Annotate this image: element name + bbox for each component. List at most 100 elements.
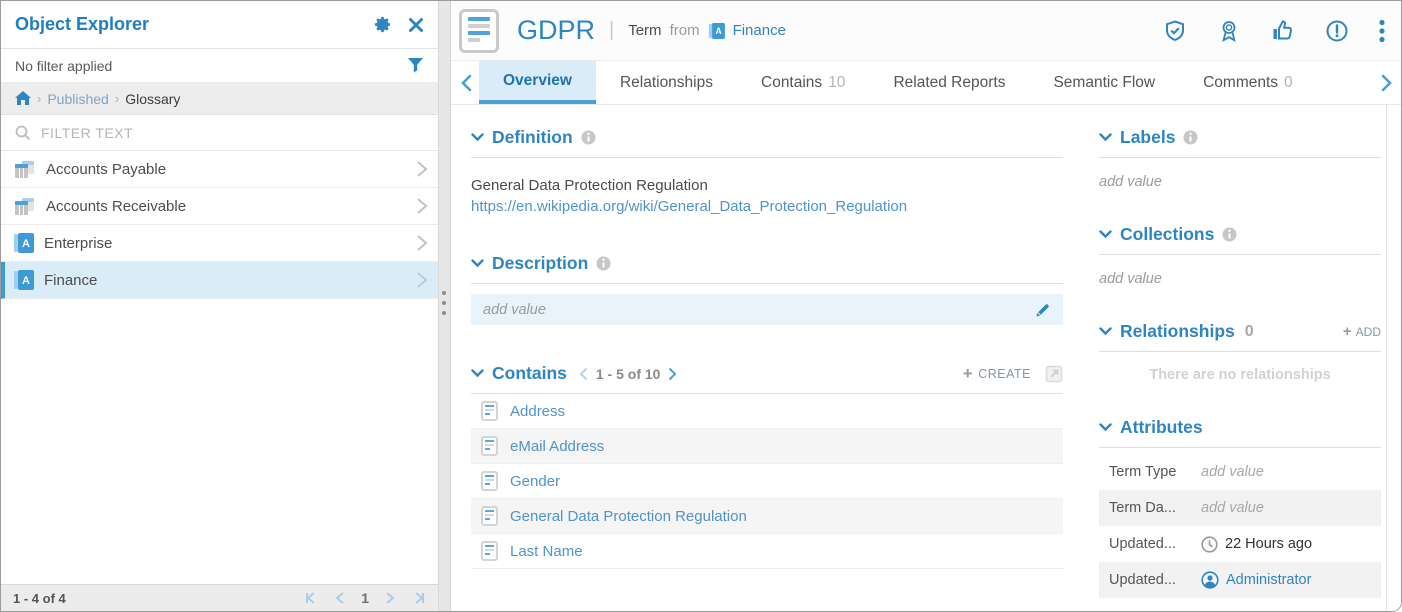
chevron-right-icon[interactable] xyxy=(416,161,428,177)
tab-comments[interactable]: Comments 0 xyxy=(1203,73,1293,91)
shield-check-icon[interactable] xyxy=(1163,19,1187,43)
collapse-chevron-icon[interactable] xyxy=(1099,133,1112,142)
contains-item-gdpr[interactable]: General Data Protection Regulation xyxy=(471,499,1063,534)
contains-list: Address eMail Address Gender Genera xyxy=(471,394,1063,569)
breadcrumb-glossary: Glossary xyxy=(125,90,181,107)
asset-title: GDPR xyxy=(517,15,596,45)
edit-pencil-icon[interactable] xyxy=(1035,302,1051,318)
contains-next-icon[interactable] xyxy=(668,367,677,381)
tab-overview[interactable]: Overview xyxy=(479,61,596,104)
collapse-chevron-icon[interactable] xyxy=(1099,327,1112,336)
tab-count: 0 xyxy=(1284,73,1293,91)
source-glossary-link[interactable]: Finance xyxy=(732,22,786,39)
open-in-new-icon[interactable] xyxy=(1045,365,1063,383)
term-document-icon xyxy=(459,8,499,53)
filter-status-row: No filter applied xyxy=(1,49,438,83)
sidebar-item-enterprise[interactable]: A Enterprise xyxy=(1,225,438,262)
relationships-section: Relationships 0 + ADD There are no relat… xyxy=(1099,321,1381,383)
first-page-icon[interactable] xyxy=(304,591,318,605)
panel-resize-handle[interactable] xyxy=(439,1,451,611)
tabs-scroll-left-icon[interactable] xyxy=(453,64,479,102)
collapse-chevron-icon[interactable] xyxy=(1099,230,1112,239)
current-page: 1 xyxy=(361,590,369,606)
attr-add-value[interactable]: add value xyxy=(1201,500,1264,516)
contains-item-gender[interactable]: Gender xyxy=(471,464,1063,499)
overview-content: Definition General Data Protection Regul… xyxy=(451,105,1401,611)
collapse-chevron-icon[interactable] xyxy=(471,133,484,142)
info-icon[interactable] xyxy=(581,130,596,145)
filter-status-text: No filter applied xyxy=(15,57,113,74)
create-button[interactable]: + CREATE xyxy=(962,363,1031,383)
term-document-icon xyxy=(481,541,498,561)
definition-text: General Data Protection Regulation xyxy=(471,177,708,194)
section-title: Labels xyxy=(1120,127,1176,147)
collapse-chevron-icon[interactable] xyxy=(471,369,484,378)
settings-gear-icon[interactable] xyxy=(373,15,392,34)
term-document-icon xyxy=(481,401,498,421)
asset-type-label: Term xyxy=(628,22,662,39)
breadcrumb: › Published › Glossary xyxy=(1,83,438,115)
tab-contains[interactable]: Contains 10 xyxy=(761,73,846,91)
filter-funnel-icon[interactable] xyxy=(407,57,424,74)
contains-item-email-address[interactable]: eMail Address xyxy=(471,429,1063,464)
section-title: Collections xyxy=(1120,224,1215,244)
breadcrumb-separator: › xyxy=(114,91,120,106)
home-icon[interactable] xyxy=(15,91,31,106)
award-ribbon-icon[interactable] xyxy=(1217,19,1241,43)
scrollbar-track[interactable] xyxy=(1386,105,1387,611)
thumbs-up-icon[interactable] xyxy=(1271,19,1295,43)
section-title: Description xyxy=(492,253,589,273)
definition-link[interactable]: https://en.wikipedia.org/wiki/General_Da… xyxy=(471,198,908,215)
svg-text:A: A xyxy=(715,26,722,36)
chevron-right-icon[interactable] xyxy=(416,235,428,251)
plus-icon: + xyxy=(962,363,974,383)
breadcrumb-published[interactable]: Published xyxy=(47,90,109,107)
tab-relationships[interactable]: Relationships xyxy=(619,73,713,91)
attribute-row-updated-by: Updated... Administrator xyxy=(1099,562,1381,598)
collapse-chevron-icon[interactable] xyxy=(1099,423,1112,432)
add-relationship-button[interactable]: + ADD xyxy=(1342,323,1381,340)
object-explorer-panel: Object Explorer No filter applied › Publ… xyxy=(1,1,439,611)
alert-circle-icon[interactable] xyxy=(1325,19,1349,43)
chevron-right-icon[interactable] xyxy=(416,198,428,214)
attr-add-value[interactable]: add value xyxy=(1201,464,1264,480)
sidebar-item-finance[interactable]: A Finance xyxy=(1,262,438,299)
svg-text:A: A xyxy=(22,275,30,287)
term-document-icon xyxy=(481,471,498,491)
sidebar-item-label: Enterprise xyxy=(44,234,113,252)
filter-text-input[interactable] xyxy=(41,124,424,141)
contains-item-last-name[interactable]: Last Name xyxy=(471,534,1063,569)
add-value-placeholder: add value xyxy=(483,301,546,318)
tabs-scroll-right-icon[interactable] xyxy=(1373,64,1399,102)
administrator-link[interactable]: Administrator xyxy=(1201,571,1311,589)
contains-prev-icon[interactable] xyxy=(579,367,588,381)
sidebar-item-accounts-payable[interactable]: Accounts Payable xyxy=(1,151,438,188)
catalog-table-icon xyxy=(13,197,36,216)
collapse-chevron-icon[interactable] xyxy=(471,259,484,268)
info-icon[interactable] xyxy=(1183,130,1198,145)
attributes-section: Attributes Term Type add value Term Da..… xyxy=(1099,417,1381,598)
chevron-right-icon[interactable] xyxy=(416,272,428,288)
collections-add-value[interactable]: add value xyxy=(1099,271,1162,287)
tab-related-reports[interactable]: Related Reports xyxy=(893,73,1006,91)
last-page-icon[interactable] xyxy=(412,591,426,605)
contains-item-address[interactable]: Address xyxy=(471,394,1063,429)
prev-page-icon[interactable] xyxy=(334,591,345,605)
info-icon[interactable] xyxy=(1222,227,1237,242)
clock-icon xyxy=(1201,535,1218,553)
glossary-list: Accounts Payable Accounts Receivable A E… xyxy=(1,151,438,584)
collections-section: Collections add value xyxy=(1099,224,1381,287)
description-add-value-field[interactable]: add value xyxy=(471,294,1063,325)
sidebar-item-accounts-receivable[interactable]: Accounts Receivable xyxy=(1,188,438,225)
next-page-icon[interactable] xyxy=(385,591,396,605)
section-title: Attributes xyxy=(1120,417,1203,437)
info-icon[interactable] xyxy=(596,256,611,271)
labels-add-value[interactable]: add value xyxy=(1099,174,1162,190)
sidebar-pagination: 1 - 4 of 4 1 xyxy=(1,584,438,611)
kebab-menu-icon[interactable] xyxy=(1379,19,1385,43)
tab-semantic-flow[interactable]: Semantic Flow xyxy=(1053,73,1156,91)
labels-section: Labels add value xyxy=(1099,127,1381,190)
close-panel-icon[interactable] xyxy=(408,17,424,33)
tab-count: 10 xyxy=(828,73,846,91)
